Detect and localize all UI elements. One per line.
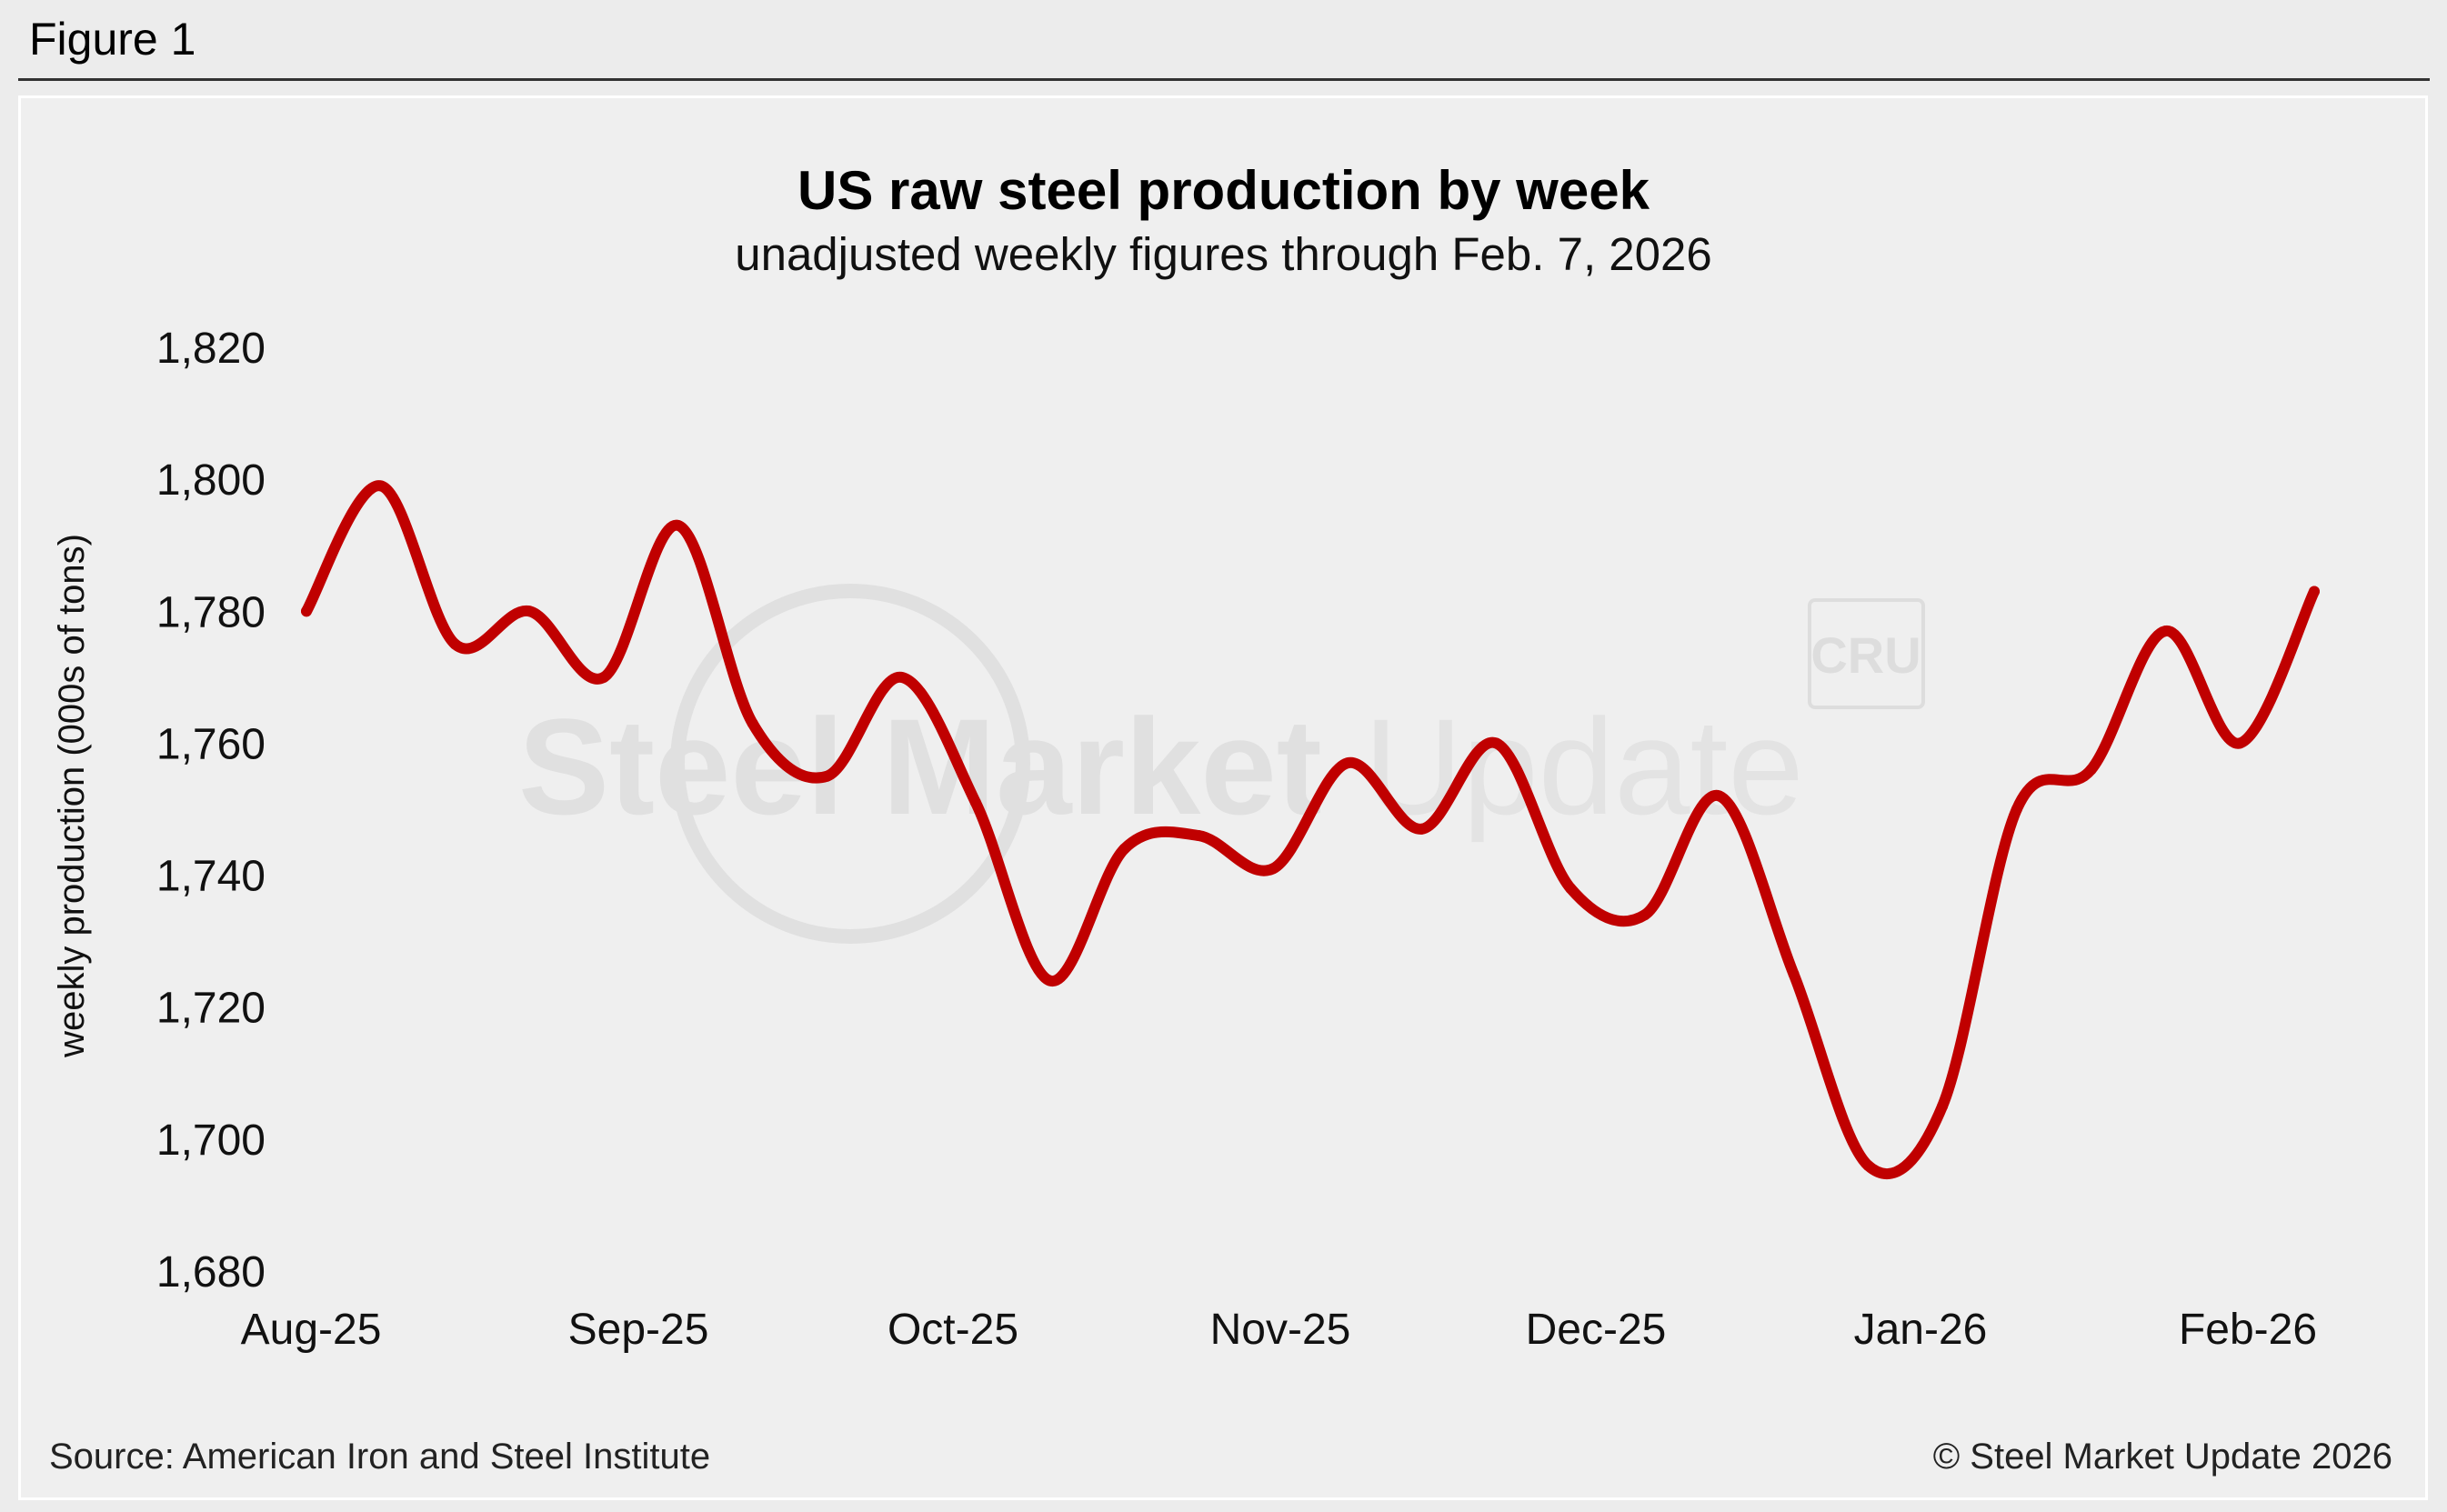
data-point	[301, 606, 312, 617]
data-point	[1640, 909, 1650, 921]
data-point	[896, 671, 908, 683]
data-point	[524, 606, 536, 617]
data-point	[1268, 863, 1279, 875]
data-point	[1193, 830, 1205, 842]
copyright-note: © Steel Market Update 2026	[1932, 1437, 2392, 1477]
data-point	[1788, 968, 1800, 980]
y-tick-label: 1,760	[156, 720, 266, 768]
x-tick-label: Oct-25	[888, 1306, 1018, 1354]
y-tick-label: 1,800	[156, 456, 266, 505]
figure-divider	[18, 78, 2430, 81]
x-tick-label: Nov-25	[1210, 1306, 1351, 1354]
x-tick-label: Jan-26	[1854, 1306, 1988, 1354]
data-point	[821, 770, 833, 782]
figure-label: Figure 1	[29, 14, 196, 65]
watermark-swoosh	[670, 584, 1030, 944]
data-point	[598, 671, 610, 683]
data-point	[2085, 764, 2097, 776]
data-point	[1341, 757, 1353, 769]
data-point	[1044, 975, 1056, 986]
x-tick-label: Feb-26	[2179, 1306, 2317, 1354]
data-point	[1713, 790, 1725, 802]
data-point	[375, 480, 386, 492]
data-point	[970, 796, 981, 808]
data-point	[1565, 883, 1577, 895]
chart-title: US raw steel production by week	[797, 160, 1650, 221]
y-tick-label: 1,820	[156, 325, 266, 373]
x-tick-label: Dec-25	[1526, 1306, 1667, 1354]
chart-subtitle: unadjusted weekly figures through Feb. 7…	[735, 228, 1712, 280]
data-point	[2234, 737, 2246, 749]
watermark-badge-frame	[1808, 598, 1925, 709]
data-points	[301, 480, 2320, 1171]
data-point	[1416, 823, 1428, 835]
y-tick-label: 1,700	[156, 1116, 266, 1165]
data-point	[1118, 843, 1130, 855]
x-tick-label: Sep-25	[568, 1306, 709, 1354]
data-point	[672, 519, 684, 531]
data-point	[1862, 1159, 1874, 1171]
y-ticks: 1,820 1,800 1,780 1,760 1,740 1,720 1,700 1,680	[156, 325, 266, 1297]
x-ticks: Aug-25 Sep-25 Oct-25 Nov-25 Dec-25 Jan-26 Feb-…	[241, 1306, 2317, 1354]
series-line-weekly-production	[301, 480, 2320, 1180]
data-point	[747, 717, 758, 729]
data-point	[2011, 804, 2022, 815]
y-axis-label: weekly production (000s of tons)	[52, 534, 92, 1058]
data-point	[1490, 737, 1502, 749]
watermark-badge: CRU	[1810, 626, 1920, 684]
source-note: Source: American Iron and Steel Institut…	[49, 1437, 711, 1477]
data-point	[449, 638, 461, 650]
data-point	[1937, 1100, 1949, 1112]
y-tick-label: 1,780	[156, 588, 266, 636]
x-tick-label: Aug-25	[241, 1306, 382, 1354]
data-point	[2160, 626, 2171, 637]
y-tick-label: 1,740	[156, 853, 266, 901]
y-tick-label: 1,680	[156, 1248, 266, 1297]
y-tick-label: 1,720	[156, 985, 266, 1033]
data-point	[2309, 586, 2320, 597]
watermark-text-bold: Steel Market	[518, 690, 1322, 843]
